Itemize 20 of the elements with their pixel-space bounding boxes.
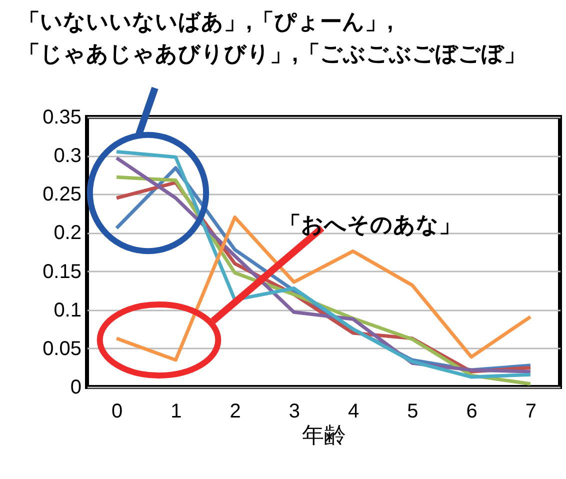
- y-tick-label: 0.2: [54, 222, 82, 244]
- text: 「いないいないばあ」,「ぴょーん」, 「じゃあじゃあびりびり」,「ごぶごぶごぼごぼ」: [18, 9, 526, 66]
- x-axis-title: 年齢: [302, 422, 346, 448]
- y-tick-label: 0.1: [54, 299, 82, 322]
- x-tick-label: 4: [348, 400, 360, 422]
- y-tick-label: 0: [70, 376, 82, 398]
- x-tick-label: 1: [170, 400, 182, 422]
- x-tick-label: 6: [466, 400, 478, 422]
- x-tick-label: 5: [407, 400, 418, 422]
- y-tick-label: 0.35: [42, 106, 82, 128]
- x-tick-label: 0: [112, 400, 123, 422]
- line-series: [114, 216, 532, 362]
- annotation: 「おへそのあな」: [279, 212, 461, 237]
- y-tick-label: 0.05: [42, 338, 82, 360]
- y-tick-label: 0.25: [42, 184, 82, 206]
- x-tick-label: 2: [230, 400, 241, 422]
- y-tick-label: 0.15: [42, 260, 82, 283]
- y-tick-label: 0.3: [54, 145, 82, 168]
- x-tick-label: 7: [525, 400, 536, 422]
- x-tick-label: 3: [288, 400, 300, 422]
